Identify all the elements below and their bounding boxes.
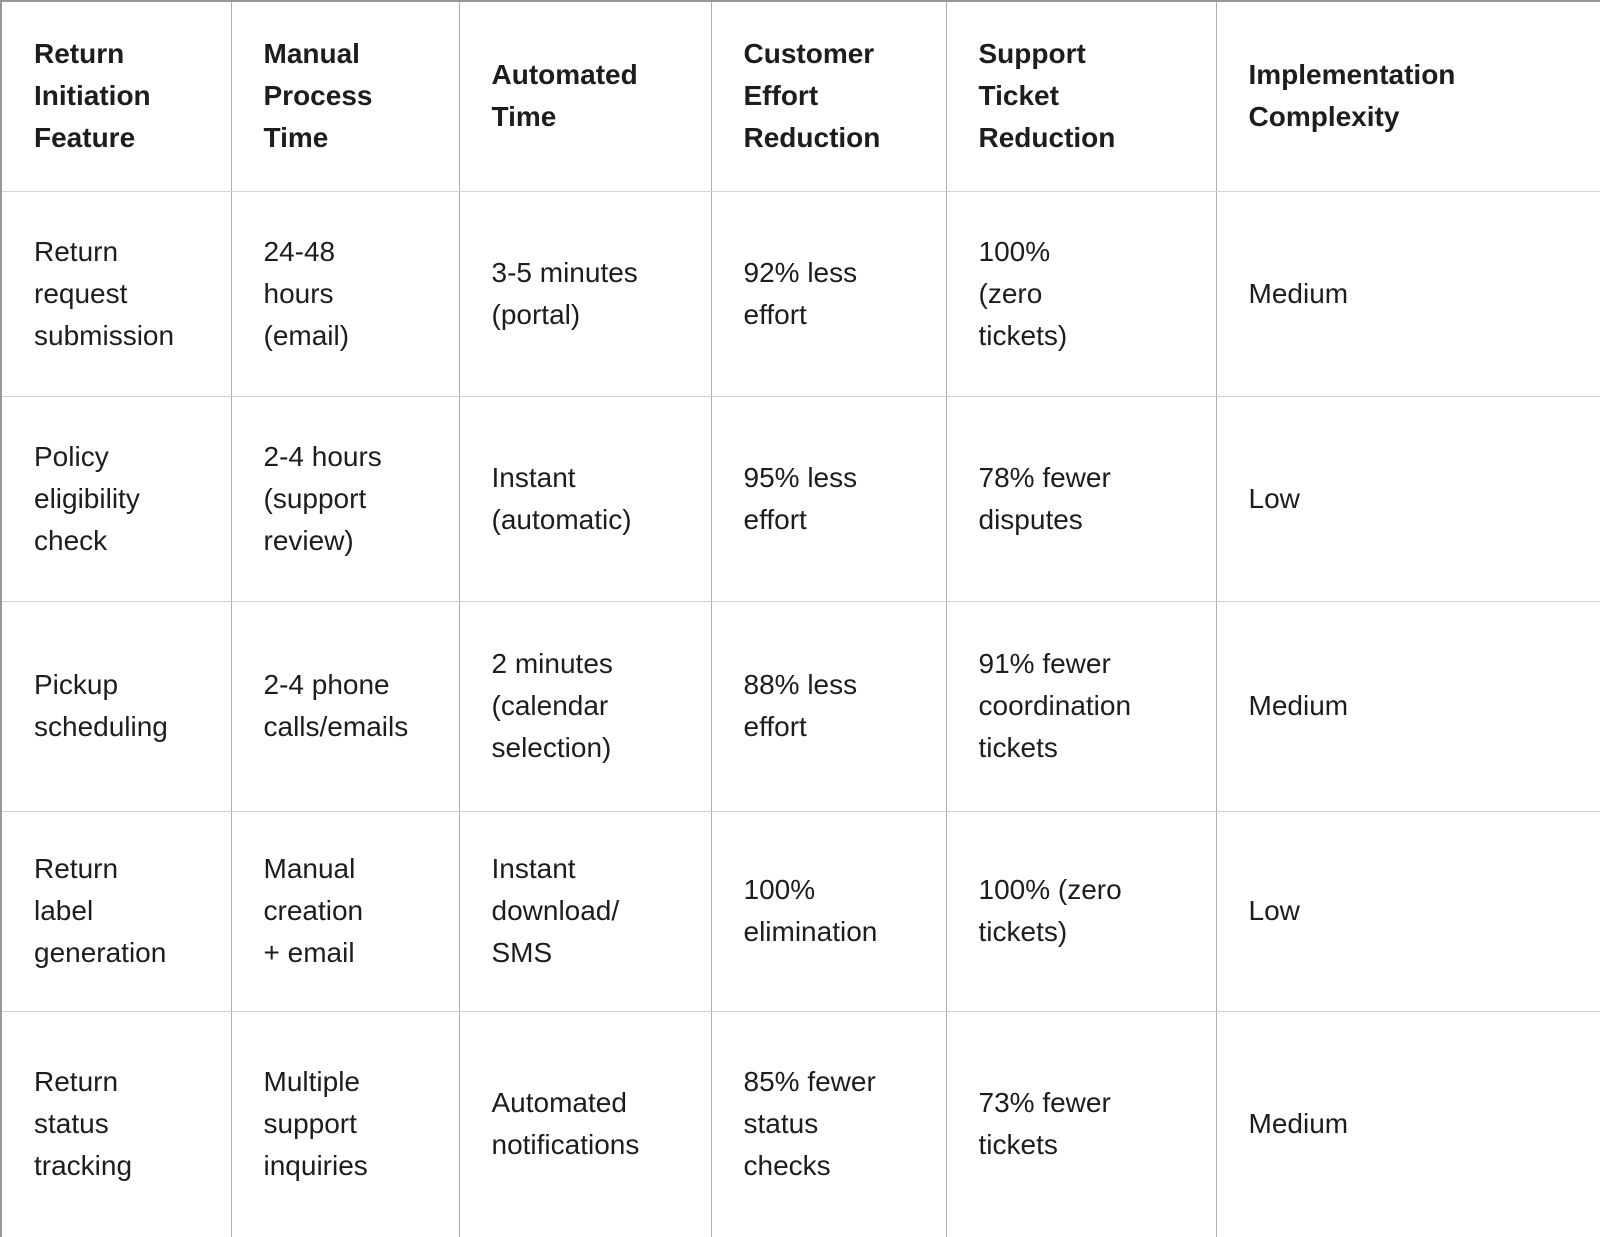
cell-feature: Policy eligibility check xyxy=(0,395,232,602)
cell-manual-process-time: Manual creation + email xyxy=(230,810,460,1012)
cell-manual-process-time: Multiple support inquiries xyxy=(230,1010,460,1237)
cell-feature: Return label generation xyxy=(0,810,232,1012)
cell-customer-effort-reduction: 85% fewer status checks xyxy=(710,1010,947,1237)
header-row: Return Initiation Feature Manual Process… xyxy=(0,0,1600,192)
cell-feature: Return request submission xyxy=(0,190,232,397)
header-feature: Return Initiation Feature xyxy=(0,0,232,192)
header-implementation-complexity: Implementation Complexity xyxy=(1215,0,1600,192)
cell-feature: Pickup scheduling xyxy=(0,600,232,812)
cell-support-ticket-reduction: 91% fewer coordination tickets xyxy=(945,600,1217,812)
table-row: Policy eligibility check 2-4 hours (supp… xyxy=(0,395,1600,602)
cell-automated-time: Instant download/ SMS xyxy=(458,810,712,1012)
cell-support-ticket-reduction: 73% fewer tickets xyxy=(945,1010,1217,1237)
table-row: Pickup scheduling 2-4 phone calls/emails… xyxy=(0,600,1600,812)
cell-automated-time: Automated notifications xyxy=(458,1010,712,1237)
header-automated-time: Automated Time xyxy=(458,0,712,192)
cell-automated-time: 3-5 minutes (portal) xyxy=(458,190,712,397)
cell-feature: Return status tracking xyxy=(0,1010,232,1237)
cell-manual-process-time: 24-48 hours (email) xyxy=(230,190,460,397)
header-manual-process-time: Manual Process Time xyxy=(230,0,460,192)
cell-implementation-complexity: Low xyxy=(1215,395,1600,602)
cell-implementation-complexity: Medium xyxy=(1215,190,1600,397)
cell-manual-process-time: 2-4 hours (support review) xyxy=(230,395,460,602)
cell-implementation-complexity: Low xyxy=(1215,810,1600,1012)
cell-automated-time: Instant (automatic) xyxy=(458,395,712,602)
cell-manual-process-time: 2-4 phone calls/emails xyxy=(230,600,460,812)
cell-implementation-complexity: Medium xyxy=(1215,1010,1600,1237)
cell-support-ticket-reduction: 100% (zero tickets) xyxy=(945,810,1217,1012)
cell-customer-effort-reduction: 92% less effort xyxy=(710,190,947,397)
header-customer-effort-reduction: Customer Effort Reduction xyxy=(710,0,947,192)
header-support-ticket-reduction: Support Ticket Reduction xyxy=(945,0,1217,192)
cell-support-ticket-reduction: 100% (zero tickets) xyxy=(945,190,1217,397)
table-row: Return status tracking Multiple support … xyxy=(0,1010,1600,1237)
cell-implementation-complexity: Medium xyxy=(1215,600,1600,812)
cell-customer-effort-reduction: 95% less effort xyxy=(710,395,947,602)
cell-support-ticket-reduction: 78% fewer disputes xyxy=(945,395,1217,602)
cell-customer-effort-reduction: 88% less effort xyxy=(710,600,947,812)
table-row: Return request submission 24-48 hours (e… xyxy=(0,190,1600,397)
cell-customer-effort-reduction: 100% elimination xyxy=(710,810,947,1012)
table-row: Return label generation Manual creation … xyxy=(0,810,1600,1012)
cell-automated-time: 2 minutes (calendar selection) xyxy=(458,600,712,812)
